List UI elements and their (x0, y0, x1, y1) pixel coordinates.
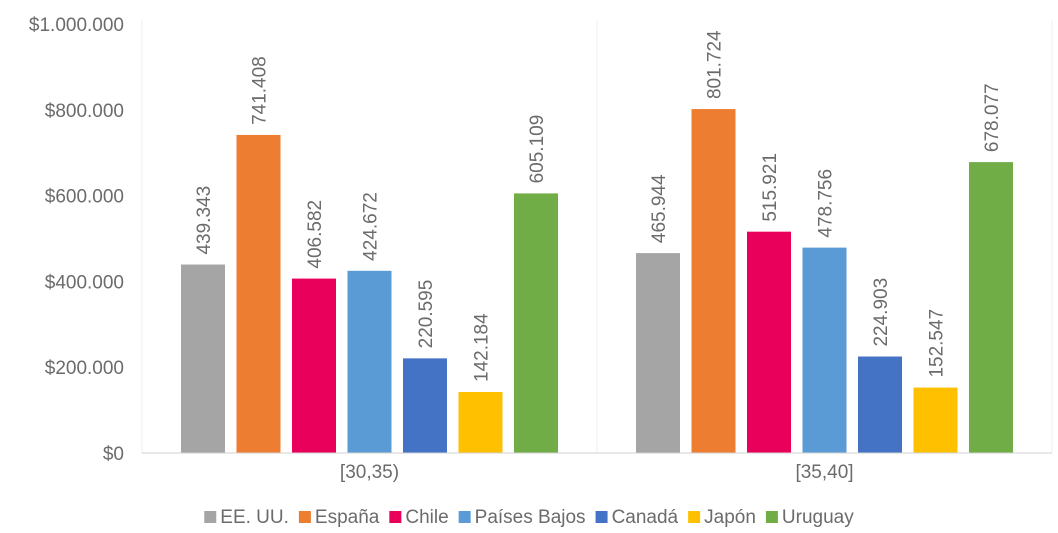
data-label: 741.408 (250, 56, 271, 125)
data-label: 142.184 (472, 313, 493, 382)
data-label: 478.756 (816, 169, 837, 238)
data-label: 220.595 (416, 280, 437, 349)
data-label: 678.077 (982, 83, 1003, 152)
category-label: [35,40] (795, 462, 853, 483)
data-label: 801.724 (705, 30, 726, 99)
bar (747, 231, 791, 453)
legend-swatch (458, 511, 471, 523)
y-tick-label: $400.000 (45, 272, 124, 293)
legend-swatch (298, 511, 311, 523)
data-label: 605.109 (527, 115, 548, 184)
y-tick-label: $800.000 (45, 101, 124, 122)
bar (514, 193, 558, 453)
legend-swatch (765, 511, 778, 523)
legend-label: Países Bajos (475, 507, 586, 528)
y-tick-label: $1.000.000 (29, 15, 124, 36)
legend-swatch (688, 511, 701, 523)
category-label: [30,35) (340, 462, 399, 483)
data-label: 152.547 (927, 309, 948, 378)
bar (802, 247, 847, 453)
bar (913, 387, 958, 453)
legend-label: Japón (704, 507, 756, 528)
bar (691, 109, 736, 454)
bar (458, 392, 503, 453)
data-label: 439.343 (194, 186, 215, 255)
legend-swatch (389, 511, 402, 523)
bar (969, 162, 1013, 453)
legend-swatch (595, 511, 608, 523)
legend-label: España (315, 507, 380, 528)
data-labels: 439.343 741.408 406.582 424.672 220.595 142.1… (194, 30, 1003, 382)
data-label: 465.944 (649, 174, 670, 243)
legend-label: Canadá (612, 507, 679, 528)
bar (236, 134, 281, 453)
data-label: 406.582 (305, 200, 326, 269)
y-axis: $0 $200.000 $400.000 $600.000 $800.000 $1.000… (29, 15, 124, 465)
bar (858, 356, 902, 453)
bar (181, 264, 225, 453)
bar (403, 358, 447, 453)
bar (292, 278, 336, 453)
data-label: 224.903 (871, 278, 892, 347)
data-label: 424.672 (361, 192, 382, 261)
y-tick-label: $0 (103, 444, 124, 465)
legend-swatch (204, 511, 217, 523)
y-tick-label: $200.000 (45, 358, 124, 379)
bar (347, 270, 392, 453)
data-label: 515.921 (760, 153, 781, 222)
bar (636, 253, 680, 453)
legend-label: Uruguay (782, 507, 854, 528)
bars (181, 109, 1013, 454)
y-tick-label: $600.000 (45, 187, 124, 208)
legend: EE. UU. España Chile Países Bajos Canadá Japó… (204, 507, 854, 528)
legend-label: EE. UU. (220, 507, 289, 528)
grid (141, 20, 1053, 453)
legend-label: Chile (405, 507, 448, 528)
x-axis: [30,35) [35,40] (142, 452, 1052, 483)
